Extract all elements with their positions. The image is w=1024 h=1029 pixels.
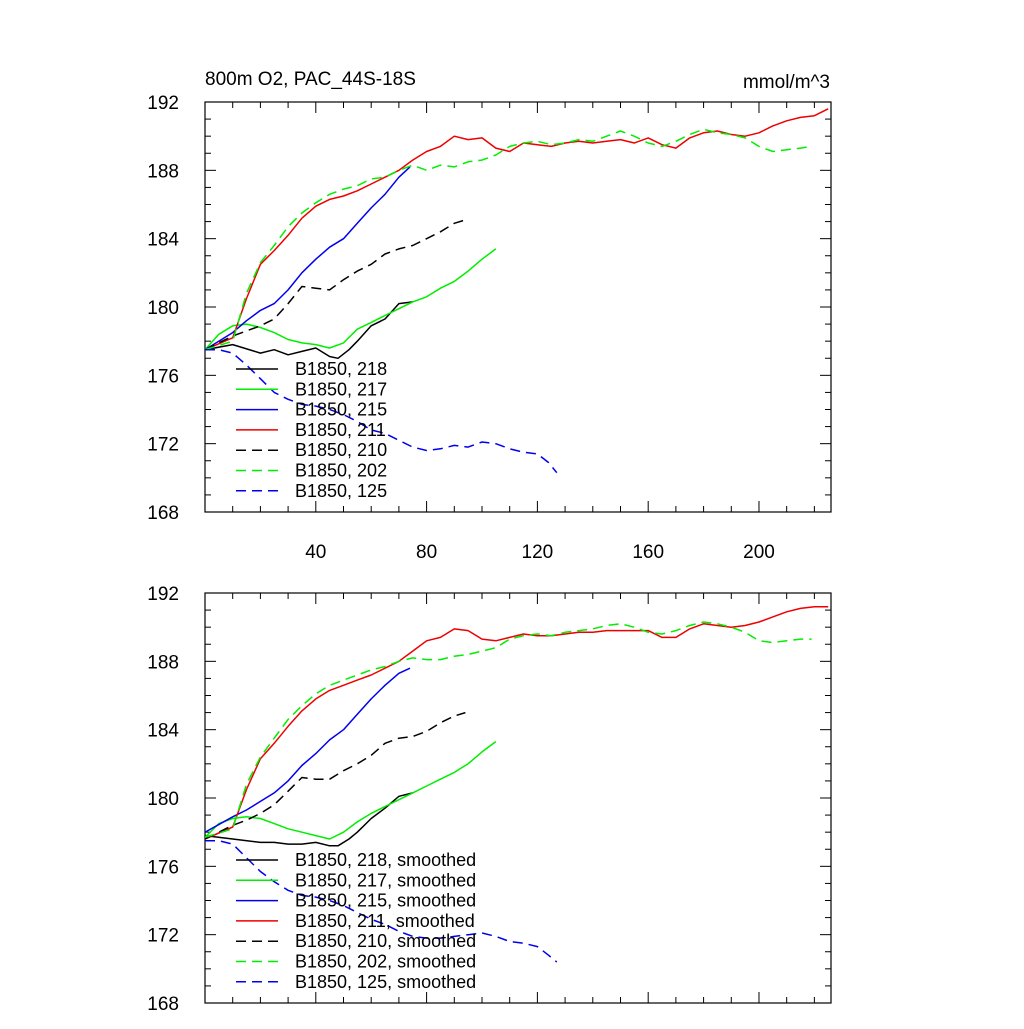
series-line-2 xyxy=(205,248,497,351)
series-line-4 xyxy=(205,605,829,840)
y-tick-label: 176 xyxy=(147,366,179,387)
series-line-3 xyxy=(205,667,411,833)
y-tick-label: 168 xyxy=(147,503,179,524)
legend-label: B1850, 202 xyxy=(295,461,387,481)
x-tick-label: 200 xyxy=(743,542,775,563)
y-tick-label: 168 xyxy=(147,994,179,1015)
legend-label: B1850, 218, smoothed xyxy=(295,850,476,870)
x-tick-label: 160 xyxy=(632,542,664,563)
y-tick-label: 184 xyxy=(147,230,179,251)
legend-label: B1850, 215 xyxy=(295,400,387,420)
series-line-5 xyxy=(205,711,466,840)
chart-panel-1: 168 172 176 180 184 188 192 40 80 120 160 200 800m O… xyxy=(147,69,832,563)
series-line-1 xyxy=(205,792,413,847)
legend-label: B1850, 210, smoothed xyxy=(295,931,476,951)
x-tick-label: 40 xyxy=(305,542,326,563)
legend-label: B1850, 125, smoothed xyxy=(295,972,476,992)
y-tick-label: 172 xyxy=(147,435,179,456)
y-tick-label: 176 xyxy=(147,857,179,878)
series-group xyxy=(205,605,829,963)
x-tick-label: 120 xyxy=(522,542,554,563)
legend-label: B1850, 210 xyxy=(295,440,387,460)
y-tick-label: 188 xyxy=(147,161,179,182)
y-tick-label: 172 xyxy=(147,926,179,947)
series-line-5 xyxy=(205,219,466,351)
series-line-6 xyxy=(205,128,812,351)
legend-label: B1850, 211 xyxy=(295,420,386,440)
x-tick-label: 80 xyxy=(416,542,437,563)
series-line-6 xyxy=(205,621,812,839)
series-line-7 xyxy=(205,839,558,963)
y-tick-label: 192 xyxy=(147,584,179,605)
y-tick-label: 188 xyxy=(147,652,179,673)
y-tick-label: 180 xyxy=(147,298,179,319)
legend-label: B1850, 125 xyxy=(295,481,387,501)
legend-label: B1850, 215, smoothed xyxy=(295,891,476,911)
series-line-1 xyxy=(205,301,413,360)
legend-label: B1850, 211, smoothed xyxy=(295,911,475,931)
series-line-7 xyxy=(205,348,558,474)
series-line-2 xyxy=(205,740,497,840)
chart-units: mmol/m^3 xyxy=(743,72,830,93)
y-tick-label: 180 xyxy=(147,789,179,810)
legend-label: B1850, 218 xyxy=(295,359,387,379)
series-line-3 xyxy=(205,166,411,351)
legend-label: B1850, 217, smoothed xyxy=(295,870,476,890)
chart-title: 800m O2, PAC_44S-18S xyxy=(205,69,416,90)
y-tick-label: 192 xyxy=(147,93,179,114)
chart-panel-2: 168 172 176 180 184 188 192 B1850, 218, smoothe… xyxy=(147,584,832,1015)
legend-label: B1850, 217 xyxy=(295,379,387,399)
legend-label: B1850, 202, smoothed xyxy=(295,952,476,972)
series-group xyxy=(205,108,829,474)
y-tick-label: 184 xyxy=(147,721,179,742)
